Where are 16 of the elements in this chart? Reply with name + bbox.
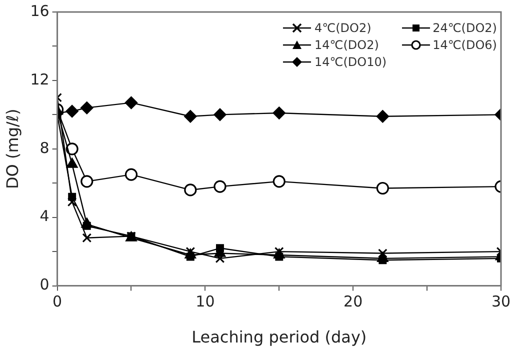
x-axis-title: Leaching period (day) <box>192 328 367 347</box>
y-tick-label: 8 <box>40 138 50 157</box>
y-tick-label: 16 <box>30 2 50 20</box>
legend-label: 14℃(DO10) <box>314 55 387 69</box>
y-tick-label: 4 <box>40 207 50 226</box>
legend-label: 24℃(DO2) <box>432 21 497 35</box>
legend-label: 14℃(DO2) <box>314 38 379 52</box>
y-tick-label: 12 <box>30 70 50 88</box>
y-tick-label: 0 <box>40 276 50 294</box>
x-tick-label: 30 <box>491 292 511 311</box>
x-tick-label: 10 <box>196 292 215 311</box>
x-tick-label: 20 <box>344 292 363 311</box>
y-axis-title: DO (mg/ℓ) <box>2 108 22 190</box>
legend-label: 14℃(DO6) <box>432 38 497 52</box>
legend-label: 4℃(DO2) <box>314 21 372 35</box>
x-tick-label: 0 <box>52 292 62 311</box>
